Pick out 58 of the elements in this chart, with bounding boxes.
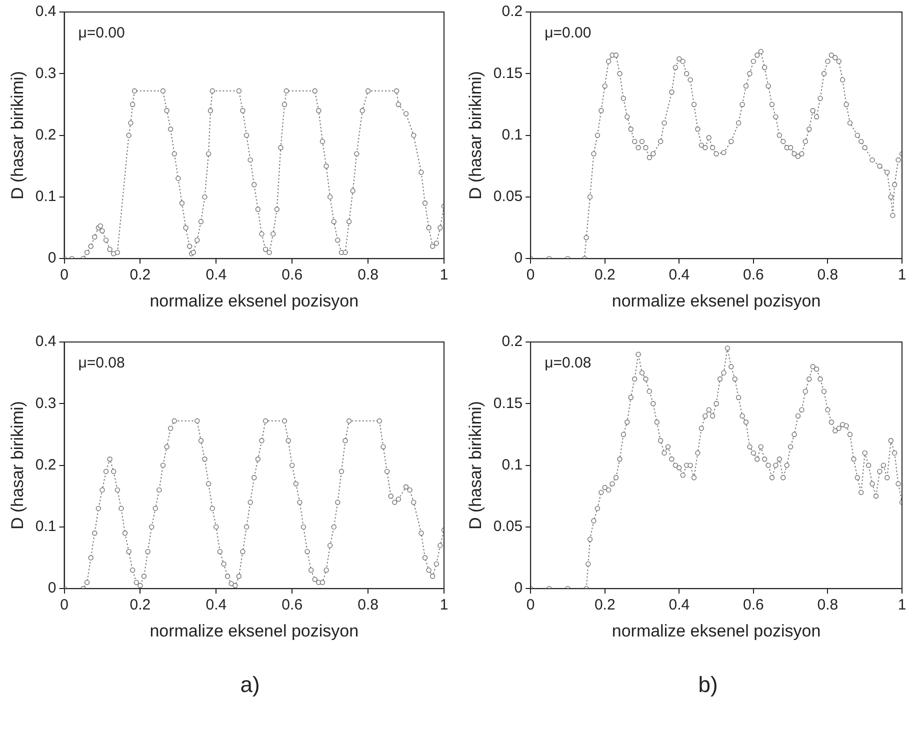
x-tick-label: 0.4 (206, 266, 227, 284)
x-tick-label: 0 (526, 596, 535, 614)
y-axis-title: D (hasar birikimi) (466, 71, 485, 200)
y-tick-label: 0 (514, 580, 523, 597)
y-tick-label: 0.4 (35, 333, 56, 350)
x-tick-label: 0.6 (743, 266, 764, 284)
x-axis-title: normalize eksenel pozisyon (612, 621, 821, 640)
annotation: μ=0.08 (78, 354, 125, 372)
y-tick-label: 0.1 (502, 126, 523, 144)
x-tick-label: 0.2 (594, 596, 616, 614)
text: a) (239, 672, 261, 698)
x-axis-title: normalize eksenel pozisyon (150, 621, 359, 640)
y-tick-label: 0.3 (35, 64, 56, 82)
y-tick-label: 0 (48, 580, 56, 597)
y-axis-title: D (hasar birikimi) (466, 401, 485, 530)
x-tick-label: 0.4 (206, 596, 227, 614)
x-tick-label: 1 (898, 596, 906, 614)
annotation: μ=0.00 (544, 24, 592, 42)
y-tick-label: 0.15 (493, 64, 523, 82)
y-tick-label: 0 (48, 250, 56, 267)
x-tick-label: 0 (526, 266, 535, 284)
y-tick-label: 0.1 (35, 518, 56, 536)
y-tick-label: 0.2 (35, 126, 56, 144)
x-tick-label: 0 (60, 596, 68, 614)
y-tick-label: 0.1 (502, 456, 523, 474)
x-tick-label: 0.4 (668, 266, 690, 284)
y-tick-label: 0.05 (493, 188, 523, 206)
y-tick-label: 0.05 (493, 518, 523, 536)
text: b) (697, 672, 719, 698)
x-tick-label: 0.4 (668, 596, 690, 614)
y-axis-title: D (hasar birikimi) (8, 71, 27, 200)
x-tick-label: 1 (440, 596, 448, 614)
annotation: μ=0.00 (78, 24, 125, 42)
x-tick-label: 1 (440, 266, 448, 284)
x-tick-label: 0.6 (282, 596, 303, 614)
x-tick-label: 0.2 (594, 266, 616, 284)
y-tick-label: 0.2 (502, 3, 523, 20)
x-tick-label: 0.6 (743, 596, 764, 614)
x-tick-label: 0.8 (358, 266, 378, 284)
y-tick-label: 0.2 (35, 456, 56, 474)
y-tick-label: 0 (514, 250, 523, 267)
x-axis-title: normalize eksenel pozisyon (612, 291, 821, 310)
y-axis-title: D (hasar birikimi) (8, 401, 27, 530)
y-tick-label: 0.4 (35, 3, 56, 20)
x-tick-label: 0.8 (358, 596, 378, 614)
x-tick-label: 0.8 (817, 266, 838, 284)
x-tick-label: 1 (898, 266, 906, 284)
y-tick-label: 0.15 (493, 394, 523, 412)
x-tick-label: 0.8 (817, 596, 838, 614)
x-axis-title: normalize eksenel pozisyon (150, 291, 359, 310)
x-tick-label: 0.6 (282, 266, 303, 284)
x-tick-label: 0 (60, 266, 68, 284)
y-tick-label: 0.2 (502, 333, 523, 350)
x-tick-label: 0.2 (130, 596, 151, 614)
x-tick-label: 0.2 (130, 266, 151, 284)
y-tick-label: 0.3 (35, 394, 56, 412)
annotation: μ=0.08 (544, 354, 592, 372)
y-tick-label: 0.1 (35, 188, 56, 206)
